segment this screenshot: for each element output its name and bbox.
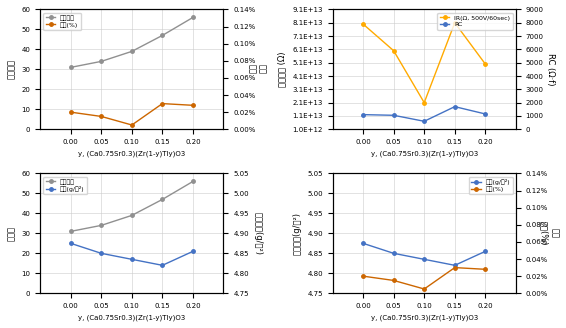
Y-axis label: 비유전율: 비유전율	[7, 59, 16, 79]
비유전율	[98, 59, 105, 63]
Y-axis label: 비전율: 비전율	[7, 226, 16, 241]
손실(%)	[190, 103, 196, 107]
손실(%)	[451, 266, 458, 270]
Line: 비유전율: 비유전율	[69, 180, 195, 233]
Line: 밀도(g/㎎²): 밀도(g/㎎²)	[362, 242, 487, 267]
IR(Ω, 500V/60sec)	[391, 49, 397, 53]
Legend: 비유전율, 밀도(g/㎎²): 비유전율, 밀도(g/㎎²)	[44, 176, 87, 195]
Y-axis label: 유전
손실: 유전 손실	[247, 64, 267, 74]
손실(%)	[421, 287, 427, 291]
밀도(g/㎎²)	[482, 249, 488, 253]
Line: 손실(%): 손실(%)	[362, 266, 487, 291]
RC	[360, 113, 367, 116]
비유전율	[128, 214, 135, 217]
IR(Ω, 500V/60sec)	[451, 21, 458, 25]
손실(%)	[98, 114, 105, 118]
손실(%)	[159, 102, 166, 106]
Y-axis label: 유전
손실(%): 유전 손실(%)	[539, 221, 559, 246]
밀도(g/㎎²)	[360, 241, 367, 245]
비유전율	[159, 33, 166, 37]
Y-axis label: RC (Ω·f): RC (Ω·f)	[546, 53, 555, 86]
비유전율	[98, 223, 105, 227]
X-axis label: y, (Ca0.75Sr0.3)(Zr(1-y)TIy)O3: y, (Ca0.75Sr0.3)(Zr(1-y)TIy)O3	[78, 315, 186, 321]
IR(Ω, 500V/60sec)	[360, 22, 367, 26]
IR(Ω, 500V/60sec)	[482, 62, 488, 66]
X-axis label: y, (Ca0.75Sr0.3)(Zr(1-y)TIy)O3: y, (Ca0.75Sr0.3)(Zr(1-y)TIy)O3	[371, 315, 478, 321]
비유전율	[159, 197, 166, 201]
RC	[391, 113, 397, 117]
손실(%)	[482, 267, 488, 271]
비유전율	[128, 50, 135, 53]
Y-axis label: 소결밀도(g/㎎²): 소결밀도(g/㎎²)	[254, 212, 263, 255]
IR(Ω, 500V/60sec)	[421, 101, 427, 105]
Legend: 밀도(g/㎎²), 손실(%): 밀도(g/㎎²), 손실(%)	[469, 176, 513, 195]
비유전율	[67, 229, 74, 233]
Legend: IR(Ω, 500V/60sec), RC: IR(Ω, 500V/60sec), RC	[438, 12, 513, 30]
비유전율	[190, 15, 196, 19]
손실(%)	[360, 274, 367, 278]
손실(%)	[128, 123, 135, 127]
밀도(g/㎎²)	[98, 251, 105, 255]
밀도(g/㎎²)	[190, 249, 196, 253]
Y-axis label: 소결밀도(g/㎎²): 소결밀도(g/㎎²)	[293, 212, 302, 255]
비유전율	[67, 65, 74, 69]
Line: 밀도(g/㎎²): 밀도(g/㎎²)	[69, 242, 195, 267]
밀도(g/㎎²)	[451, 263, 458, 267]
밀도(g/㎎²)	[67, 241, 74, 245]
RC	[451, 105, 458, 109]
X-axis label: y, (Ca0.75Sr0.3)(Zr(1-y)TIy)O3: y, (Ca0.75Sr0.3)(Zr(1-y)TIy)O3	[78, 151, 186, 157]
비유전율	[190, 179, 196, 183]
밀도(g/㎎²)	[128, 257, 135, 261]
X-axis label: y, (Ca0.75Sr0.3)(Zr(1-y)TIy)O3: y, (Ca0.75Sr0.3)(Zr(1-y)TIy)O3	[371, 151, 478, 157]
밀도(g/㎎²)	[421, 257, 427, 261]
밀도(g/㎎²)	[391, 251, 397, 255]
Line: 손실(%): 손실(%)	[69, 102, 195, 127]
Line: 비유전율: 비유전율	[69, 16, 195, 69]
손실(%)	[67, 110, 74, 114]
밀도(g/㎎²)	[159, 263, 166, 267]
손실(%)	[391, 278, 397, 282]
Line: IR(Ω, 500V/60sec): IR(Ω, 500V/60sec)	[362, 21, 487, 104]
RC	[421, 119, 427, 123]
Y-axis label: 절연저항 (Ω): 절연저항 (Ω)	[278, 51, 287, 87]
RC	[482, 112, 488, 116]
Legend: 비유전율, 손실(%): 비유전율, 손실(%)	[44, 12, 81, 30]
Line: RC: RC	[362, 105, 487, 123]
